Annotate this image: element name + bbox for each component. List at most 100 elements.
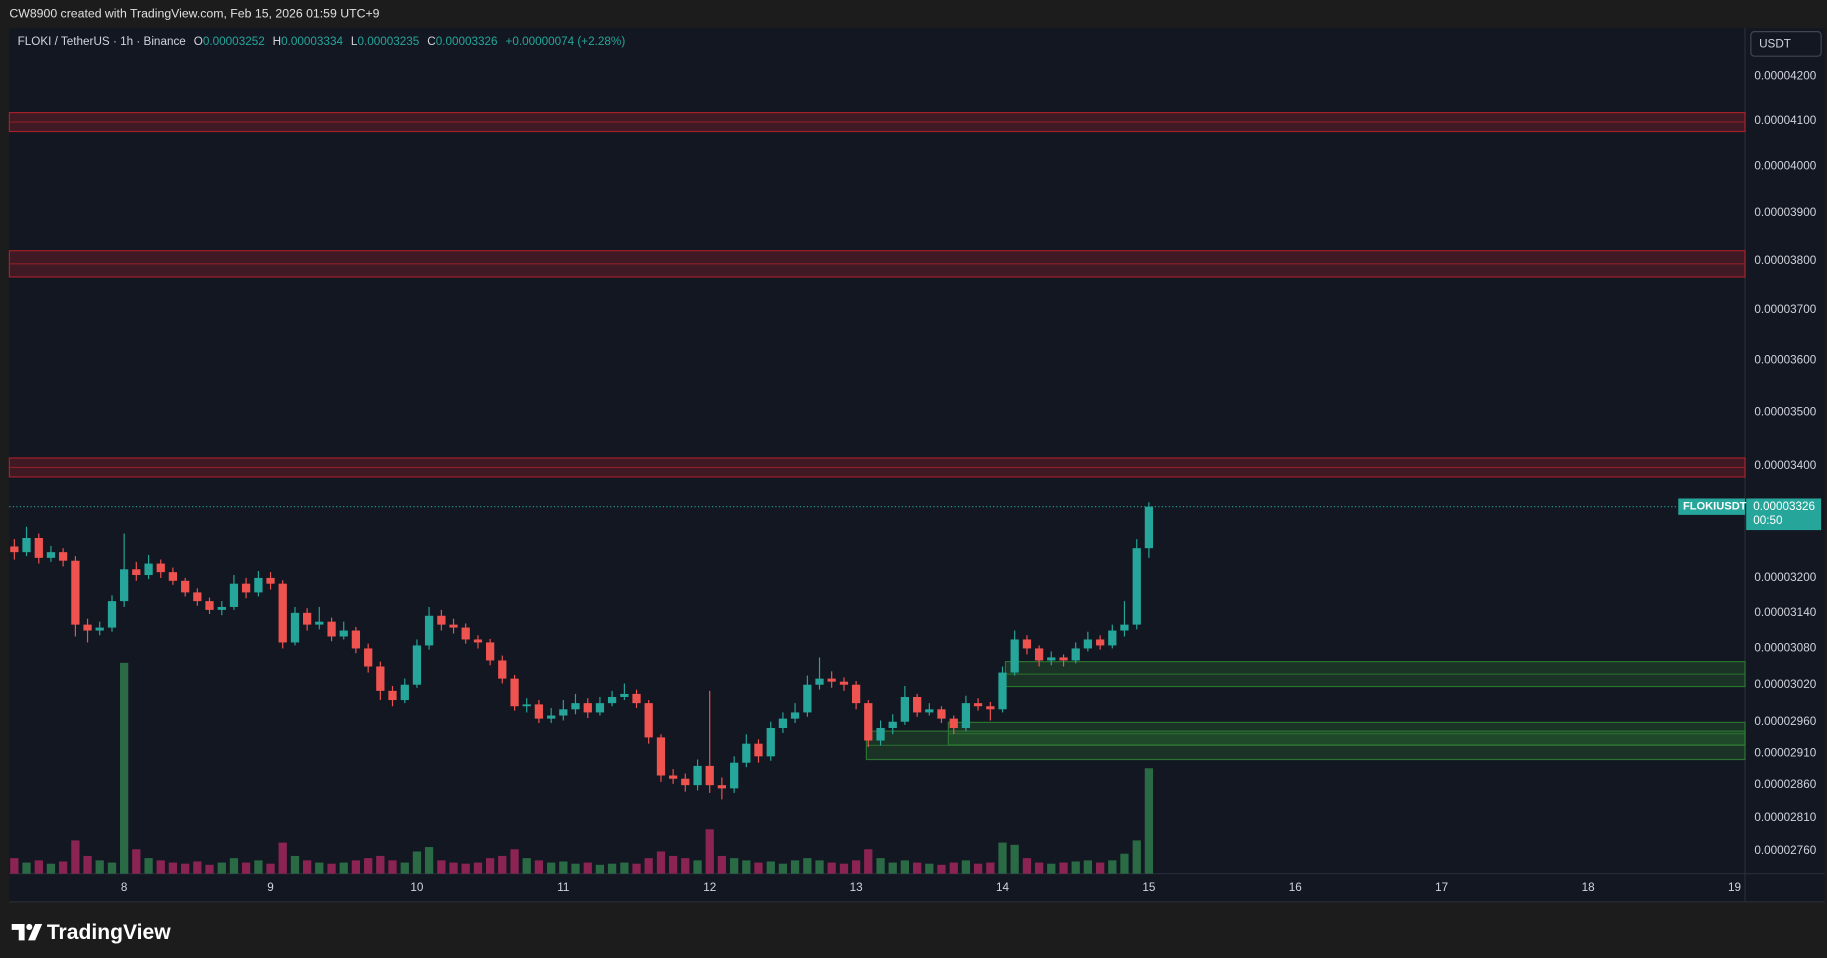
volume-bar: [473, 862, 483, 874]
candle-body: [1071, 648, 1080, 661]
volume-bar: [376, 855, 385, 874]
x-tick-label: 10: [410, 881, 424, 894]
legend-value: 0.00003252: [203, 35, 265, 48]
candle-body: [376, 666, 385, 691]
legend-key: O: [194, 35, 203, 48]
volume-bar: [278, 842, 287, 874]
candle-body: [583, 703, 592, 713]
candle-body: [961, 703, 971, 728]
volume-bar: [10, 858, 19, 874]
volume-bar: [1022, 858, 1032, 874]
volume-bar: [888, 862, 897, 874]
symbol-tag-box: [1678, 498, 1746, 515]
volume-bar: [327, 863, 336, 874]
volume-bar: [778, 863, 788, 874]
last-price-label: 0.00003326: [1753, 500, 1815, 513]
candle-body: [766, 727, 775, 757]
last-price-box: [1746, 498, 1822, 531]
volume-bar: [315, 862, 324, 874]
y-tick-label: 0.00004100: [1754, 114, 1816, 127]
candle-body: [351, 630, 361, 649]
y-tick-label: 0.00003400: [1754, 459, 1816, 472]
x-tick-label: 19: [1728, 881, 1741, 894]
volume-bar: [510, 849, 519, 874]
candle-body: [1034, 648, 1044, 661]
y-tick-label: 0.00002960: [1754, 715, 1816, 728]
volume-bar: [717, 855, 727, 874]
candle-body: [949, 718, 958, 728]
legend-key: C: [427, 35, 435, 48]
candle-body: [925, 709, 934, 713]
volume-bar: [766, 861, 775, 874]
volume-bar: [71, 840, 80, 874]
legend-key: H: [273, 35, 281, 48]
candle-body: [803, 684, 812, 713]
candle-body: [1022, 639, 1032, 649]
candle-body: [717, 785, 727, 789]
candle-body: [754, 743, 763, 757]
y-tick-label: 0.00003800: [1754, 254, 1816, 267]
volume-bar: [412, 851, 422, 874]
candle-body: [1047, 657, 1056, 661]
volume-bar: [181, 863, 190, 874]
volume-bar: [644, 858, 653, 874]
volume-bar: [900, 860, 909, 874]
volume-bar: [656, 851, 666, 874]
volume-bar: [437, 860, 446, 874]
volume-bar: [1132, 840, 1141, 874]
candle-body: [730, 762, 739, 789]
candle-body: [778, 718, 788, 728]
volume-bar: [620, 862, 629, 874]
legend: FLOKI / TetherUS · 1h · Binance O0.00003…: [18, 35, 626, 48]
x-tick-label: 9: [267, 881, 274, 894]
candle-body: [607, 696, 617, 704]
volume-bar: [681, 858, 690, 874]
currency-button[interactable]: [1750, 31, 1822, 57]
candle-body: [498, 660, 507, 679]
volume-bar: [449, 862, 458, 874]
volume-bar: [83, 855, 92, 874]
candle-body: [534, 704, 544, 719]
volume-bar: [973, 863, 983, 874]
candle-body: [559, 709, 568, 716]
volume-bar: [998, 842, 1007, 874]
candle-body: [522, 704, 531, 707]
candle-body: [998, 672, 1007, 710]
candle-body: [1083, 639, 1092, 649]
y-tick-label: 0.00003500: [1754, 406, 1816, 419]
candle-body: [815, 678, 824, 685]
candle-body: [644, 703, 653, 738]
candle-body: [327, 621, 336, 637]
candle-body: [693, 765, 702, 786]
volume-bar: [1071, 861, 1080, 874]
volume-bar: [1083, 860, 1092, 874]
currency-label: USDT: [1759, 38, 1791, 51]
logo-text: TradingView: [47, 921, 171, 944]
volume-bar: [851, 860, 861, 874]
volume-bar: [364, 858, 373, 874]
candle-body: [656, 737, 666, 776]
y-tick-label: 0.00003140: [1754, 606, 1816, 619]
volume-bar: [498, 855, 507, 874]
candle-body: [339, 630, 348, 637]
candle-body: [144, 563, 153, 576]
volume-bar: [205, 864, 214, 874]
volume-bar: [827, 862, 836, 874]
y-tick-label: 0.00003020: [1754, 678, 1816, 691]
volume-bar: [1120, 853, 1129, 874]
candle-body: [424, 615, 434, 646]
volume-bar: [547, 862, 556, 874]
y-tick-label: 0.00002810: [1754, 811, 1816, 824]
candle-body: [1096, 639, 1105, 646]
candle-body: [510, 678, 519, 707]
candle-body: [888, 721, 897, 728]
candle-body: [620, 693, 629, 697]
candle-body: [547, 715, 556, 719]
volume-bar: [400, 862, 409, 874]
y-tick-label: 0.00002760: [1754, 844, 1816, 857]
candle-body: [864, 703, 873, 741]
candle-body: [10, 546, 19, 553]
volume-bar: [1034, 862, 1044, 874]
volume-bar: [839, 863, 849, 874]
